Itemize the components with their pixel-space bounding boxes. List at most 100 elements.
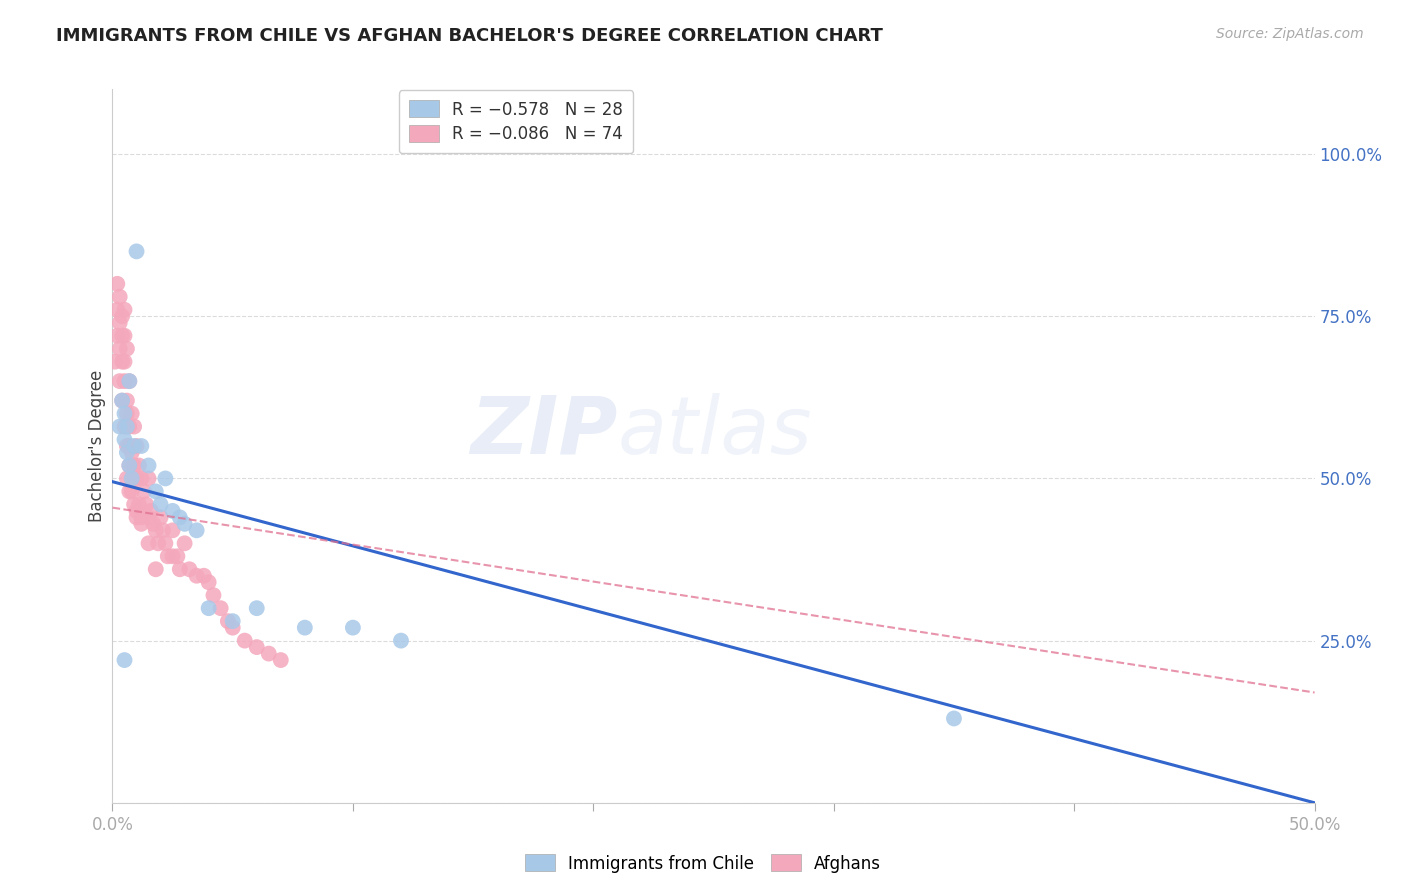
Point: [114, 328, 136, 343]
Text: atlas: atlas: [617, 392, 813, 471]
Point: [114, 419, 136, 434]
Point: [179, 562, 201, 576]
Point: [121, 484, 143, 499]
Point: [111, 328, 134, 343]
Point: [173, 536, 195, 550]
Point: [217, 614, 239, 628]
Point: [173, 516, 195, 531]
Point: [118, 458, 141, 473]
Point: [108, 290, 131, 304]
Point: [122, 458, 145, 473]
Point: [222, 614, 245, 628]
Point: [169, 562, 191, 576]
Point: [111, 393, 134, 408]
Point: [118, 439, 141, 453]
Point: [149, 510, 172, 524]
Point: [138, 471, 160, 485]
Text: Source: ZipAtlas.com: Source: ZipAtlas.com: [1216, 27, 1364, 41]
Point: [118, 419, 141, 434]
Point: [122, 419, 145, 434]
Point: [152, 524, 174, 538]
Y-axis label: Bachelor's Degree: Bachelor's Degree: [87, 370, 105, 522]
Point: [115, 445, 138, 459]
Point: [138, 510, 160, 524]
Point: [169, 510, 191, 524]
Point: [193, 568, 215, 582]
Point: [197, 601, 219, 615]
Point: [121, 471, 143, 485]
Point: [162, 524, 184, 538]
Point: [222, 621, 245, 635]
Point: [118, 374, 141, 388]
Point: [146, 536, 169, 550]
Point: [115, 393, 138, 408]
Point: [115, 419, 138, 434]
Point: [942, 711, 965, 725]
Point: [131, 439, 153, 453]
Point: [114, 374, 136, 388]
Point: [125, 510, 148, 524]
Point: [197, 575, 219, 590]
Point: [246, 640, 269, 654]
Point: [125, 471, 148, 485]
Point: [111, 393, 134, 408]
Point: [121, 471, 143, 485]
Point: [131, 510, 153, 524]
Point: [149, 497, 172, 511]
Text: ZIP: ZIP: [470, 392, 617, 471]
Point: [118, 484, 141, 499]
Point: [139, 504, 162, 518]
Point: [114, 407, 136, 421]
Point: [105, 277, 128, 291]
Point: [111, 354, 134, 368]
Point: [104, 354, 127, 368]
Point: [115, 407, 138, 421]
Point: [108, 316, 131, 330]
Point: [132, 484, 155, 499]
Point: [257, 647, 280, 661]
Point: [145, 524, 167, 538]
Point: [209, 601, 232, 615]
Point: [131, 471, 153, 485]
Point: [142, 516, 165, 531]
Point: [135, 497, 157, 511]
Text: IMMIGRANTS FROM CHILE VS AFGHAN BACHELOR'S DEGREE CORRELATION CHART: IMMIGRANTS FROM CHILE VS AFGHAN BACHELOR…: [56, 27, 883, 45]
Point: [342, 621, 364, 635]
Legend: R = −0.578   N = 28, R = −0.086   N = 74: R = −0.578 N = 28, R = −0.086 N = 74: [399, 90, 633, 153]
Point: [125, 439, 148, 453]
Point: [246, 601, 269, 615]
Point: [121, 445, 143, 459]
Point: [389, 633, 412, 648]
Point: [114, 433, 136, 447]
Point: [155, 536, 177, 550]
Legend: Immigrants from Chile, Afghans: Immigrants from Chile, Afghans: [519, 847, 887, 880]
Point: [131, 516, 153, 531]
Point: [122, 439, 145, 453]
Point: [202, 588, 225, 602]
Point: [128, 458, 150, 473]
Point: [118, 374, 141, 388]
Point: [105, 328, 128, 343]
Point: [108, 374, 131, 388]
Point: [125, 244, 148, 259]
Point: [105, 302, 128, 317]
Point: [233, 633, 256, 648]
Point: [114, 302, 136, 317]
Point: [162, 549, 184, 564]
Point: [128, 497, 150, 511]
Point: [166, 549, 188, 564]
Point: [121, 407, 143, 421]
Point: [145, 484, 167, 499]
Point: [155, 471, 177, 485]
Point: [138, 458, 160, 473]
Point: [138, 536, 160, 550]
Point: [115, 471, 138, 485]
Point: [156, 549, 179, 564]
Point: [125, 504, 148, 518]
Point: [114, 354, 136, 368]
Point: [111, 310, 134, 324]
Point: [115, 342, 138, 356]
Point: [114, 653, 136, 667]
Point: [145, 562, 167, 576]
Point: [118, 458, 141, 473]
